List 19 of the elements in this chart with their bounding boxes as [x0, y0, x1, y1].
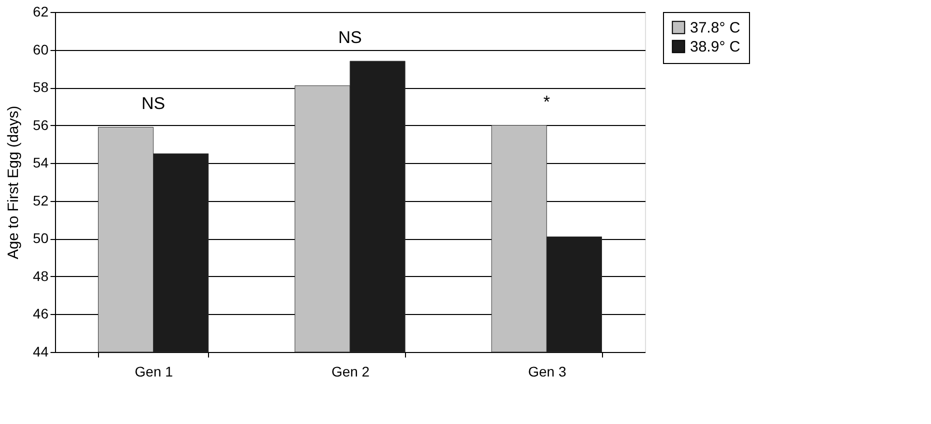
- x-tick-label: Gen 2: [331, 364, 370, 380]
- y-tick-label: 44: [32, 344, 49, 360]
- legend-label: 38.9° C: [690, 38, 740, 56]
- x-tick-label: Gen 3: [528, 364, 566, 380]
- legend-label: 37.8° C: [690, 20, 740, 36]
- y-axis-title: Age to First Egg (days): [4, 106, 22, 260]
- y-tick-label: 50: [32, 230, 49, 246]
- y-tick-label: 48: [32, 268, 49, 284]
- annotation: NS: [338, 28, 362, 48]
- y-tick-label: 46: [32, 306, 49, 322]
- annotation: *: [543, 92, 550, 112]
- y-tick-label: 58: [32, 79, 49, 96]
- y-tick-label: 56: [32, 116, 49, 133]
- y-tick-label: 62: [32, 4, 49, 20]
- annotation: NS: [142, 94, 166, 114]
- y-tick-label: 60: [32, 41, 49, 58]
- y-tick-label: 54: [32, 154, 49, 171]
- x-tick-label: Gen 1: [134, 364, 174, 380]
- y-tick-label: 52: [32, 192, 49, 208]
